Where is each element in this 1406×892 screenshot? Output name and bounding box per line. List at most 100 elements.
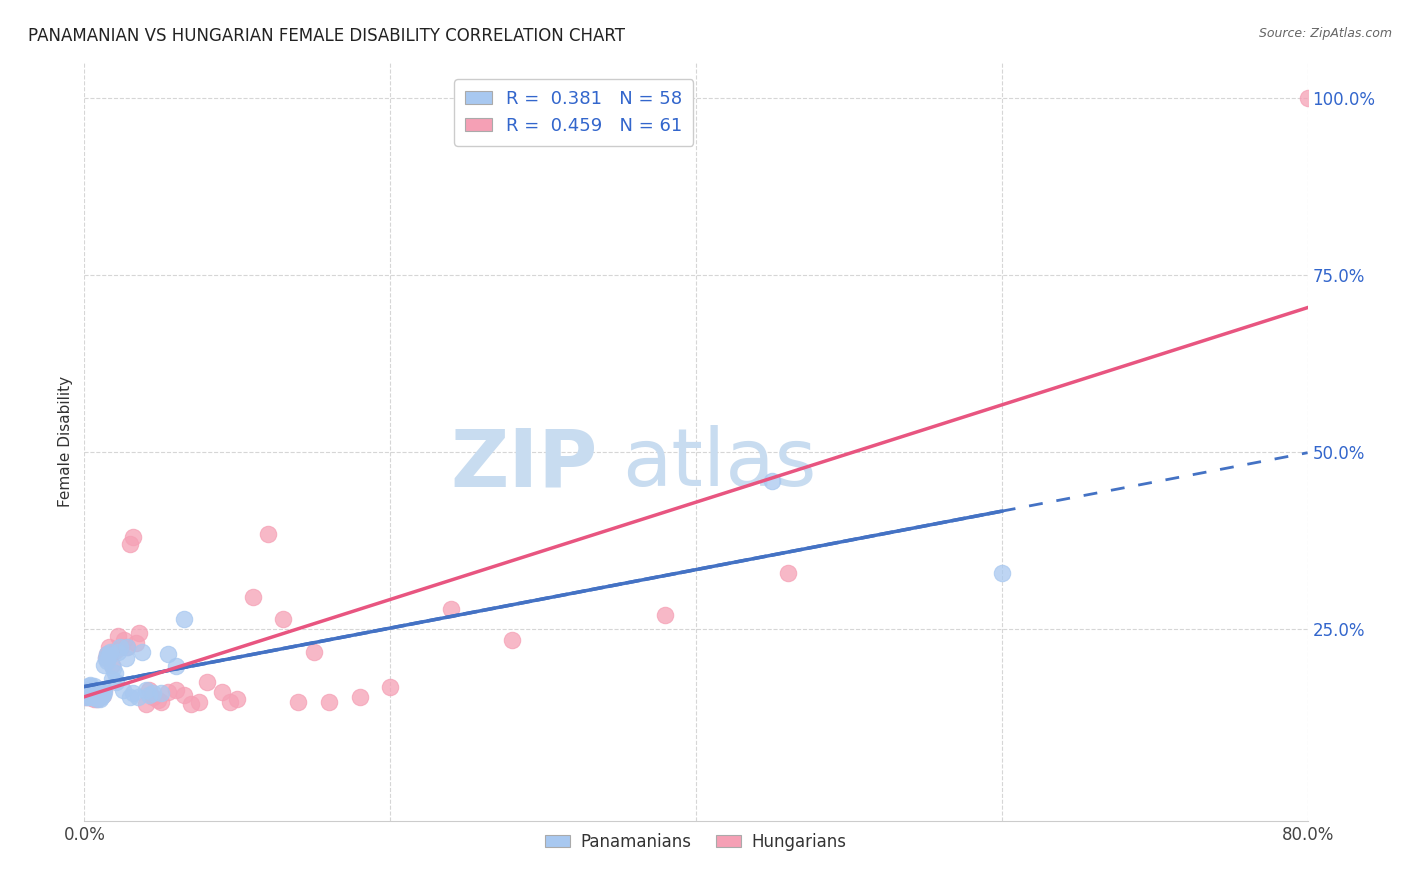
Point [75,690,97,704]
Point [114,650,136,665]
Point [157,684,180,698]
Point [108,640,131,654]
Point [77,690,100,704]
Point [80,682,103,697]
Point [142,690,165,704]
Point [79,688,101,702]
Point [105,675,128,690]
Point [75,690,97,704]
Point [86,691,108,706]
Point [107,645,129,659]
Point [115,640,138,654]
Point [122,530,145,544]
Point [87,684,110,698]
Point [83,684,105,698]
Point [79,690,101,704]
Point [115,640,138,654]
Point [97,640,120,654]
Point [104,666,127,681]
Point [138,688,160,702]
Point [80,688,103,702]
Point [142,686,165,700]
Point [195,675,218,690]
Point [89,688,111,702]
Point [76,682,98,697]
Point [76,686,98,700]
Point [318,695,340,709]
Legend: Panamanians, Hungarians: Panamanians, Hungarians [538,827,853,858]
Point [146,693,169,707]
Point [96,654,118,668]
Point [83,679,105,693]
Point [91,688,114,702]
Point [77,684,100,698]
Point [87,690,110,704]
Point [90,690,112,704]
Point [79,682,101,697]
Point [135,697,157,711]
Point [180,697,202,711]
Point [80,686,103,700]
Point [86,686,108,700]
Point [135,682,157,697]
Point [89,686,111,700]
Point [157,647,180,661]
Point [440,602,463,616]
Point [761,474,783,488]
Point [138,682,160,697]
Point [991,566,1014,580]
Point [149,695,172,709]
Point [165,659,187,673]
Point [188,695,211,709]
Point [271,612,294,626]
Point [111,682,134,697]
Point [96,647,118,661]
Point [86,682,108,697]
Point [218,695,240,709]
Point [83,686,105,700]
Point [77,690,100,704]
Point [97,649,120,664]
Point [502,632,524,647]
Text: PANAMANIAN VS HUNGARIAN FEMALE DISABILITY CORRELATION CHART: PANAMANIAN VS HUNGARIAN FEMALE DISABILIT… [28,27,626,45]
Point [211,684,233,698]
Point [98,645,121,659]
Point [302,645,325,659]
Point [149,686,172,700]
Point [776,566,799,580]
Point [76,682,98,697]
Point [173,688,195,702]
Point [101,657,124,672]
Point [86,691,108,706]
Text: ZIP: ZIP [451,425,598,503]
Point [89,691,111,706]
Point [165,682,187,697]
Point [112,632,135,647]
Point [242,591,264,605]
Point [94,650,117,665]
Point [80,690,103,704]
Point [76,688,98,702]
Point [226,691,249,706]
Point [84,688,107,702]
Text: Source: ZipAtlas.com: Source: ZipAtlas.com [1258,27,1392,40]
Point [77,684,100,698]
Point [101,672,124,686]
Text: atlas: atlas [623,425,817,503]
Point [1296,91,1319,105]
Point [128,625,150,640]
Point [173,612,195,626]
Point [98,647,121,661]
Point [87,690,110,704]
Point [80,681,103,695]
Point [110,640,132,654]
Point [103,661,125,675]
Point [93,657,115,672]
Point [90,684,112,698]
Point [90,684,112,698]
Point [287,695,309,709]
Point [83,691,105,706]
Y-axis label: Female Disability: Female Disability [58,376,73,508]
Point [86,688,108,702]
Point [96,647,118,661]
